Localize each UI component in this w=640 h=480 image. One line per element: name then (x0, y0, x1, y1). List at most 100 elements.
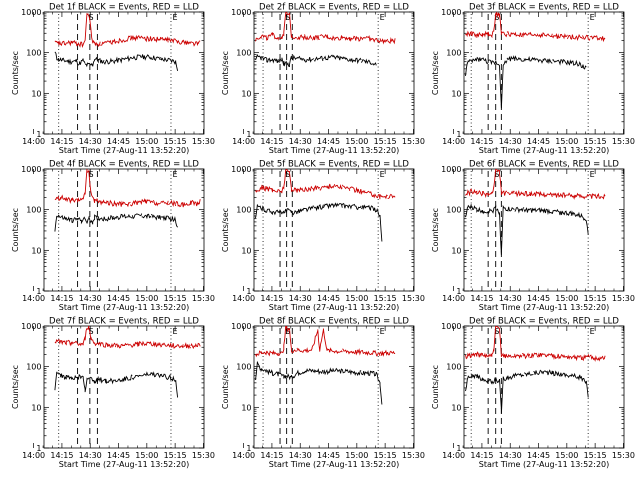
end-marker: E (172, 327, 177, 336)
y-axis-label: Counts/sec (431, 51, 440, 95)
x-tick-label: 14:00 (22, 294, 45, 303)
y-axis-label: Counts/sec (431, 365, 440, 409)
events-series-line (465, 369, 589, 414)
start-marker: S (88, 170, 93, 179)
y-tick-label: 1 (36, 444, 41, 453)
y-tick-label: 1 (456, 287, 461, 296)
x-tick-label: 14:30 (79, 137, 102, 146)
end-marker: E (590, 327, 595, 336)
lld-series-line (465, 326, 606, 362)
plot-frame (253, 325, 415, 449)
chart-title: Det 4f BLACK = Events, RED = LLD (49, 160, 199, 170)
x-axis-label: Start Time (27-Aug-11 13:52:20) (479, 146, 610, 155)
y-tick-label: 1 (246, 287, 251, 296)
start-marker: S (494, 170, 499, 179)
chart-panel-5: Det 5f BLACK = Events, RED = LLD 1 10 100 10… (221, 160, 425, 313)
plot-frame (253, 11, 415, 135)
x-axis-label: Start Time (27-Aug-11 13:52:20) (269, 460, 400, 469)
x-tick-label: 14:30 (499, 137, 522, 146)
x-tick-label: 14:15 (260, 451, 283, 460)
x-tick-label: 15:15 (374, 451, 397, 460)
start-marker: S (88, 13, 93, 22)
x-tick-label: 14:45 (107, 294, 130, 303)
x-tick-label: 14:15 (470, 137, 493, 146)
x-tick-label: 14:15 (470, 451, 493, 460)
x-tick-label: 15:30 (192, 451, 215, 460)
lld-series-line (255, 326, 396, 358)
end-marker: E (590, 170, 595, 179)
chart-title: Det 5f BLACK = Events, RED = LLD (259, 160, 409, 170)
x-tick-label: 14:00 (232, 451, 255, 460)
x-tick-label: 14:45 (527, 451, 550, 460)
y-tick-label: 100 (446, 363, 461, 372)
y-tick-label: 100 (236, 49, 251, 58)
x-tick-label: 15:00 (345, 294, 368, 303)
end-marker: E (172, 170, 177, 179)
chart-panel-3: Det 3f BLACK = Events, RED = LLD 1 10 100 10… (431, 3, 635, 156)
y-tick-label: 1000 (441, 165, 461, 174)
x-tick-label: 14:30 (499, 451, 522, 460)
plot-frame (43, 168, 205, 292)
x-tick-label: 14:00 (232, 137, 255, 146)
y-tick-label: 100 (26, 206, 41, 215)
y-axis-label: Counts/sec (11, 208, 20, 252)
x-axis-label: Start Time (27-Aug-11 13:52:20) (269, 146, 400, 155)
plot-frame (463, 11, 625, 135)
start-marker: S (494, 13, 499, 22)
lld-series-line (54, 169, 201, 208)
x-tick-label: 14:45 (107, 451, 130, 460)
plot-frame (463, 168, 625, 292)
x-tick-label: 14:15 (50, 137, 73, 146)
x-tick-label: 14:30 (499, 294, 522, 303)
y-tick-label: 1000 (231, 165, 251, 174)
y-axis-label: Counts/sec (11, 365, 20, 409)
chart-panel-8: Det 8f BLACK = Events, RED = LLD 1 10 100 10… (221, 317, 425, 470)
chart-panel-1: Det 1f BLACK = Events, RED = LLD 1 10 100 10… (11, 3, 215, 156)
y-tick-label: 100 (236, 363, 251, 372)
y-tick-label: 1000 (441, 8, 461, 17)
chart-title: Det 3f BLACK = Events, RED = LLD (469, 3, 619, 13)
x-tick-label: 14:00 (232, 294, 255, 303)
y-tick-label: 1 (246, 444, 251, 453)
chart-panel-4: Det 4f BLACK = Events, RED = LLD 1 10 100 10… (11, 160, 215, 313)
x-tick-label: 15:15 (374, 137, 397, 146)
x-tick-label: 15:00 (555, 294, 578, 303)
x-tick-label: 14:15 (260, 137, 283, 146)
x-axis-label: Start Time (27-Aug-11 13:52:20) (479, 460, 610, 469)
events-series-line (54, 213, 178, 232)
x-tick-label: 15:30 (612, 294, 635, 303)
x-tick-label: 14:45 (107, 137, 130, 146)
x-tick-label: 14:00 (442, 294, 465, 303)
x-tick-label: 15:00 (135, 451, 158, 460)
x-tick-label: 14:15 (470, 294, 493, 303)
chart-title: Det 1f BLACK = Events, RED = LLD (49, 3, 199, 13)
events-series-line (465, 55, 587, 109)
plot-frame (463, 325, 625, 449)
chart-panel-9: Det 9f BLACK = Events, RED = LLD 1 10 100 10… (431, 317, 635, 470)
y-tick-label: 1000 (21, 165, 41, 174)
x-tick-label: 15:15 (164, 451, 187, 460)
events-series-line (54, 371, 179, 398)
x-tick-label: 15:15 (164, 294, 187, 303)
y-tick-label: 10 (241, 403, 251, 412)
x-axis-label: Start Time (27-Aug-11 13:52:20) (59, 303, 190, 312)
x-tick-label: 15:00 (555, 451, 578, 460)
x-tick-label: 14:00 (22, 137, 45, 146)
x-tick-label: 14:30 (289, 451, 312, 460)
y-axis-label: Counts/sec (11, 51, 20, 95)
plot-frame (43, 11, 205, 135)
x-tick-label: 14:45 (527, 294, 550, 303)
x-tick-label: 14:30 (289, 294, 312, 303)
y-tick-label: 1 (456, 444, 461, 453)
y-tick-label: 1000 (21, 8, 41, 17)
x-axis-label: Start Time (27-Aug-11 13:52:20) (59, 146, 190, 155)
y-tick-label: 10 (31, 403, 41, 412)
x-tick-label: 14:30 (79, 294, 102, 303)
y-tick-label: 10 (31, 246, 41, 255)
y-tick-label: 100 (26, 363, 41, 372)
x-tick-label: 15:15 (164, 137, 187, 146)
y-tick-label: 100 (26, 49, 41, 58)
x-tick-label: 15:30 (402, 294, 425, 303)
x-tick-label: 14:15 (50, 294, 73, 303)
x-tick-label: 14:45 (317, 137, 340, 146)
